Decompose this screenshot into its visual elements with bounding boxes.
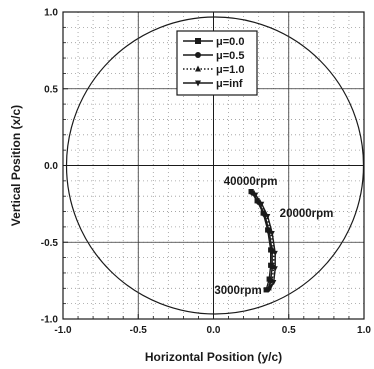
legend-marker-4 <box>195 80 201 87</box>
series-4-point <box>265 214 271 220</box>
legend-label-2: μ=0.5 <box>216 50 244 62</box>
y-tick-label: 1.0 <box>44 8 58 19</box>
legend-marker-1 <box>195 38 201 44</box>
annotations: 40000rpm 20000rpm 3000rpm <box>214 176 333 297</box>
series-4-point <box>253 192 259 198</box>
y-tick-label: -0.5 <box>41 238 59 249</box>
series-4-point <box>272 266 278 272</box>
series-4-point <box>269 230 275 237</box>
annotation-label: 3000rpm <box>214 285 261 297</box>
legend-label-1: μ=0.0 <box>216 36 244 48</box>
x-tick-label: -1.0 <box>54 325 72 336</box>
series-4-point <box>272 250 278 257</box>
legend-marker-3 <box>195 65 201 72</box>
series-4-point <box>259 201 265 207</box>
x-axis-title: Horizontal Position (y/c) <box>145 350 282 364</box>
x-tick-label: 0.5 <box>282 325 296 336</box>
series-4-point <box>271 280 277 286</box>
y-axis-title: Vertical Position (x/c) <box>9 105 23 226</box>
annotation-label: 20000rpm <box>280 208 334 220</box>
x-tick-label: 1.0 <box>357 325 371 336</box>
annotation-label: 40000rpm <box>224 176 278 188</box>
y-tick-label: 0.0 <box>44 161 58 172</box>
x-tick-label: -0.5 <box>130 325 148 336</box>
y-tick-label: 0.5 <box>44 84 58 95</box>
series-4-point <box>268 284 274 290</box>
legend-marker-2 <box>195 52 201 58</box>
series-group <box>248 188 278 293</box>
ticks: -1.0 -0.5 0.0 0.5 1.0 -1.0 -0.5 0.0 0.5 1.0 <box>41 8 372 337</box>
legend-label-4: μ=inf <box>216 78 243 90</box>
series-4-line <box>255 194 276 288</box>
legend: μ=0.0 μ=0.5 μ=1.0 μ=inf <box>176 30 258 96</box>
legend-label-3: μ=1.0 <box>216 64 244 76</box>
y-tick-label: -1.0 <box>41 315 59 326</box>
series-4 <box>253 192 278 290</box>
x-tick-label: 0.0 <box>207 325 221 336</box>
